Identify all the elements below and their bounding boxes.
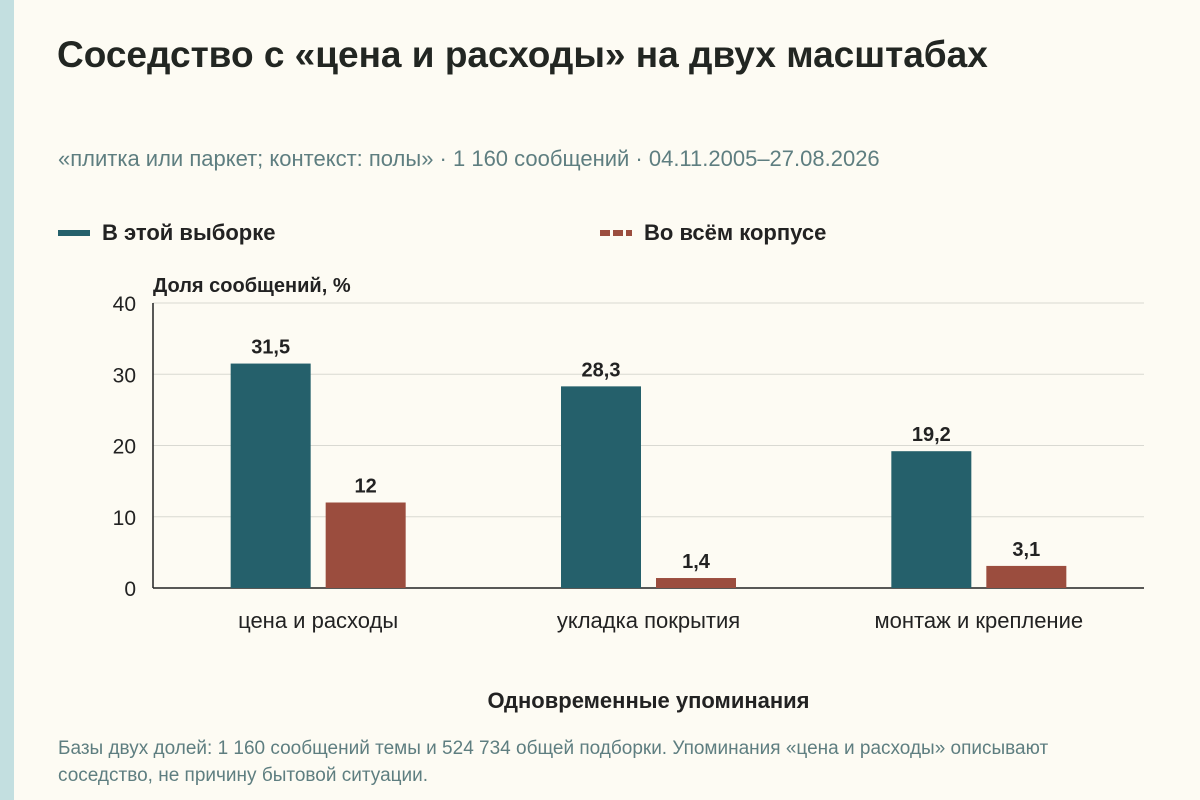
- y-axis-label: Доля сообщений, %: [153, 275, 351, 297]
- legend-item-sample: В этой выборке: [58, 218, 275, 248]
- y-tick-label: 40: [113, 293, 136, 316]
- chart-title: Соседство с «цена и расходы» на двух мас…: [57, 34, 988, 75]
- x-tick-label: укладка покрытия: [557, 608, 740, 633]
- bar-value-label: 1,4: [682, 551, 711, 573]
- x-tick-label: монтаж и крепление: [875, 608, 1084, 633]
- bar-corpus: [325, 502, 406, 588]
- bar-sample: [891, 451, 972, 588]
- legend-item-corpus: Во всём корпусе: [600, 218, 826, 248]
- legend-swatch-sample: [58, 230, 90, 236]
- bar-sample: [230, 363, 311, 588]
- bar-value-label: 19,2: [912, 424, 951, 446]
- y-tick-label: 0: [124, 578, 136, 601]
- bar-sample: [561, 386, 641, 588]
- y-tick-label: 10: [113, 507, 136, 530]
- legend-label-sample: В этой выборке: [102, 220, 276, 245]
- bar-corpus: [986, 565, 1067, 588]
- bar-chart: 0 10 20 30 40 Доля сообщений, % 31,5 12 цена и р…: [113, 275, 1144, 713]
- chart-subtitle: «плитка или паркет; контекст: полы» · 1 …: [58, 146, 880, 171]
- x-tick-label: цена и расходы: [238, 608, 398, 633]
- x-axis-label: Одновременные упоминания: [487, 688, 809, 713]
- y-tick-label: 30: [113, 364, 136, 387]
- bar-value-label: 3,1: [1012, 539, 1040, 561]
- legend-swatch-corpus: [600, 230, 632, 236]
- left-accent-strip: [0, 0, 14, 800]
- legend-label-corpus: Во всём корпусе: [644, 220, 827, 245]
- footnote: Базы двух долей: 1 160 сообщений темы и …: [58, 738, 1049, 786]
- bar-corpus: [656, 578, 736, 588]
- y-tick-label: 20: [113, 436, 136, 459]
- bar-value-label: 31,5: [251, 337, 290, 359]
- bar-value-label: 12: [355, 476, 377, 498]
- bar-value-label: 28,3: [582, 359, 621, 381]
